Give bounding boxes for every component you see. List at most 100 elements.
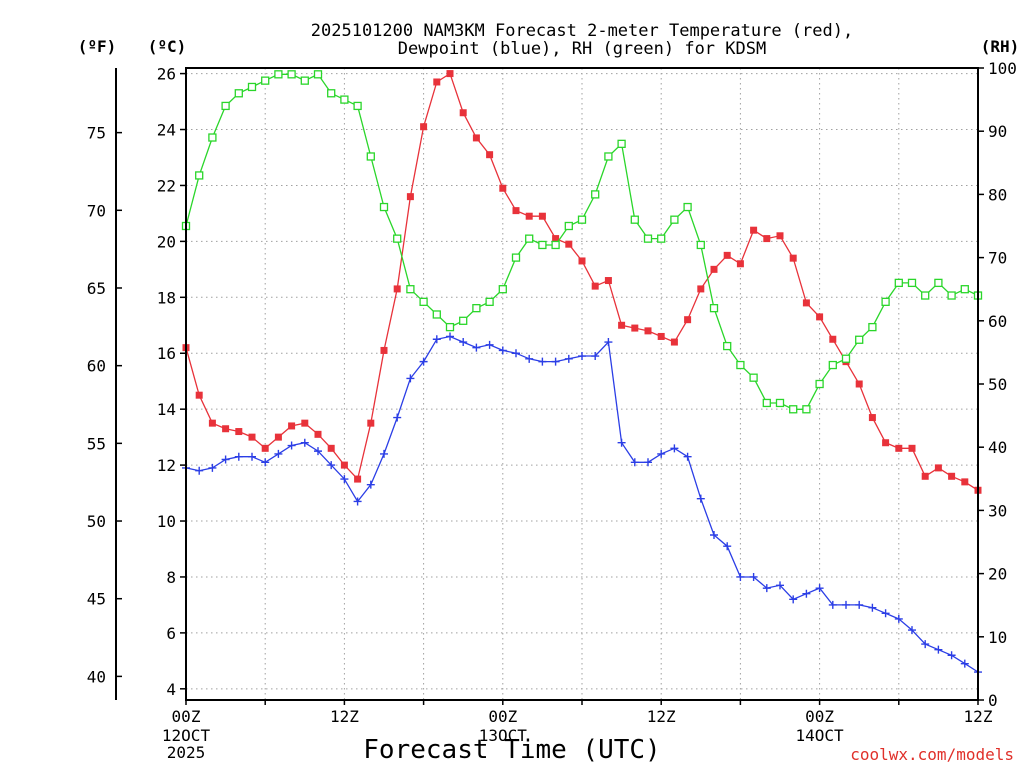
dewpoint-point: [960, 659, 969, 668]
relative-humidity-point: [934, 278, 943, 288]
2-meter-temperature-point: [512, 207, 520, 215]
relative-humidity-point: [683, 202, 692, 212]
fahrenheit-tick-label: 75: [87, 124, 106, 143]
celsius-tick-label: 20: [157, 232, 176, 251]
dewpoint-point: [564, 354, 573, 363]
2-meter-temperature-point: [380, 346, 388, 354]
dewpoint-point: [736, 572, 745, 581]
2-meter-temperature-point: [406, 193, 414, 201]
dewpoint-point: [498, 346, 507, 355]
celsius-tick-label: 4: [166, 680, 176, 699]
relative-humidity-point: [551, 240, 560, 250]
relative-humidity-point: [604, 152, 613, 161]
2-meter-temperature-point: [868, 414, 876, 422]
relative-humidity-point: [208, 133, 217, 142]
x-tick-date-label: 2025: [167, 743, 206, 762]
2-meter-temperature-point: [670, 338, 678, 346]
2-meter-temperature-point: [684, 316, 692, 324]
rh-tick-label: 50: [988, 375, 1007, 394]
2-meter-temperature-point: [697, 285, 705, 293]
relative-humidity-point: [577, 215, 587, 224]
dewpoint-point: [512, 349, 520, 358]
2-meter-temperature-point: [855, 380, 863, 388]
relative-humidity-point: [353, 101, 362, 111]
2-meter-temperature-point: [301, 419, 309, 427]
relative-humidity-point: [432, 310, 441, 319]
2-meter-temperature-point: [222, 425, 230, 433]
fahrenheit-tick-label: 55: [87, 434, 106, 453]
2-meter-temperature-point: [908, 444, 916, 452]
dewpoint-point: [287, 441, 296, 450]
relative-humidity-point: [406, 285, 415, 294]
relative-humidity-point: [696, 240, 705, 250]
rh-tick-label: 30: [988, 501, 1007, 520]
relative-humidity-point: [947, 291, 956, 300]
relative-humidity-point: [841, 354, 851, 363]
dewpoint-point: [353, 497, 362, 506]
relative-humidity-point: [327, 89, 336, 98]
rh-tick-label: 60: [988, 312, 1007, 331]
dewpoint-point: [657, 449, 666, 458]
dewpoint-point: [908, 626, 916, 635]
relative-humidity-point: [749, 373, 758, 382]
x-axis-title: Forecast Time (UTC): [363, 735, 660, 765]
relative-humidity-point: [907, 278, 917, 288]
rh-tick-label: 20: [988, 565, 1007, 584]
2-meter-temperature-point: [433, 78, 441, 86]
relative-humidity-point: [921, 291, 930, 300]
relative-humidity-point: [300, 76, 309, 85]
relative-humidity-point: [340, 95, 349, 104]
2-meter-temperature-point: [472, 134, 480, 142]
dewpoint-point: [248, 452, 256, 461]
dewpoint-point: [261, 458, 270, 467]
rh-unit-label: (RH): [981, 37, 1020, 56]
relative-humidity-point: [274, 70, 283, 79]
dewpoint-series: [182, 332, 982, 677]
dewpoint-point: [868, 603, 877, 612]
2-meter-temperature-point: [631, 324, 639, 332]
relative-humidity-point: [709, 304, 719, 313]
dewpoint-point: [525, 354, 534, 363]
2-meter-temperature-point: [723, 251, 731, 259]
relative-humidity-point: [379, 202, 389, 212]
2-meter-temperature-point: [816, 313, 824, 321]
2-meter-temperature-point: [274, 433, 282, 441]
relative-humidity-point: [855, 335, 864, 344]
2-meter-temperature-point: [618, 321, 626, 329]
fahrenheit-tick-label: 60: [87, 357, 106, 376]
2-meter-temperature-point: [248, 433, 256, 441]
x-tick-label: 12Z: [330, 707, 359, 726]
x-tick-label: 00Z: [172, 707, 201, 726]
dewpoint-point: [327, 461, 336, 470]
2-meter-temperature-point: [657, 332, 665, 340]
fahrenheit-tick-label: 70: [87, 201, 106, 220]
dewpoint-point: [644, 458, 652, 467]
relative-humidity-point: [643, 234, 653, 243]
dewpoint-point: [406, 374, 415, 383]
credit-text: coolwx.com/models: [850, 745, 1014, 764]
relative-humidity-series: [181, 70, 983, 414]
relative-humidity-point: [459, 316, 468, 325]
relative-humidity-point: [564, 221, 573, 231]
celsius-tick-label: 18: [157, 288, 176, 307]
2-meter-temperature-point: [538, 212, 546, 220]
relative-humidity-point: [630, 215, 639, 224]
relative-humidity-point: [894, 278, 903, 288]
celsius-tick-label: 26: [157, 65, 176, 84]
relative-humidity-point: [525, 234, 534, 243]
2-meter-temperature-point: [789, 254, 797, 262]
x-tick-date-label: 12OCT: [162, 726, 211, 745]
celsius-tick-label: 16: [157, 344, 176, 363]
2-meter-temperature-line: [185, 72, 979, 491]
relative-humidity-point: [234, 89, 243, 98]
dewpoint-point: [696, 494, 705, 503]
rh-tick-label: 10: [988, 628, 1007, 647]
dewpoint-point: [683, 452, 692, 461]
dewpoint-point: [815, 584, 824, 593]
relative-humidity-point: [881, 297, 890, 306]
relative-humidity-point: [789, 405, 798, 414]
rh-tick-label: 0: [988, 691, 998, 710]
2-meter-temperature-point: [710, 265, 718, 273]
relative-humidity-point: [723, 341, 732, 351]
